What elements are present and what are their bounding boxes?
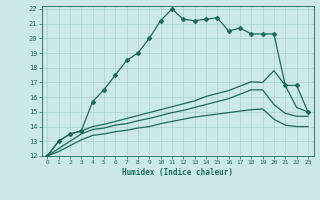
X-axis label: Humidex (Indice chaleur): Humidex (Indice chaleur) — [122, 168, 233, 177]
